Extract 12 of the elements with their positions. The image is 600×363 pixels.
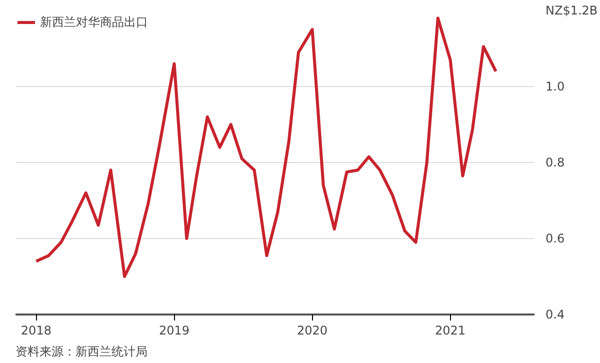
x-tick-label: 2018 xyxy=(20,324,52,338)
y-tick-label: 0.4 xyxy=(546,308,565,322)
text: 资料来源：新西兰统计局 xyxy=(16,344,148,358)
line-series xyxy=(34,16,498,278)
y-tick-label: 0.8 xyxy=(546,156,565,170)
y-tick-label: 1.0 xyxy=(546,80,565,94)
legend-label: 新西兰对华商品出口 xyxy=(40,14,148,30)
x-tick-label: 2019 xyxy=(158,324,190,338)
y-tick-label: NZ$1.2B xyxy=(546,4,598,18)
x-tick-label: 2020 xyxy=(297,324,328,338)
y-tick-label: 0.6 xyxy=(546,232,565,246)
x-tick-label: 2021 xyxy=(435,324,466,338)
